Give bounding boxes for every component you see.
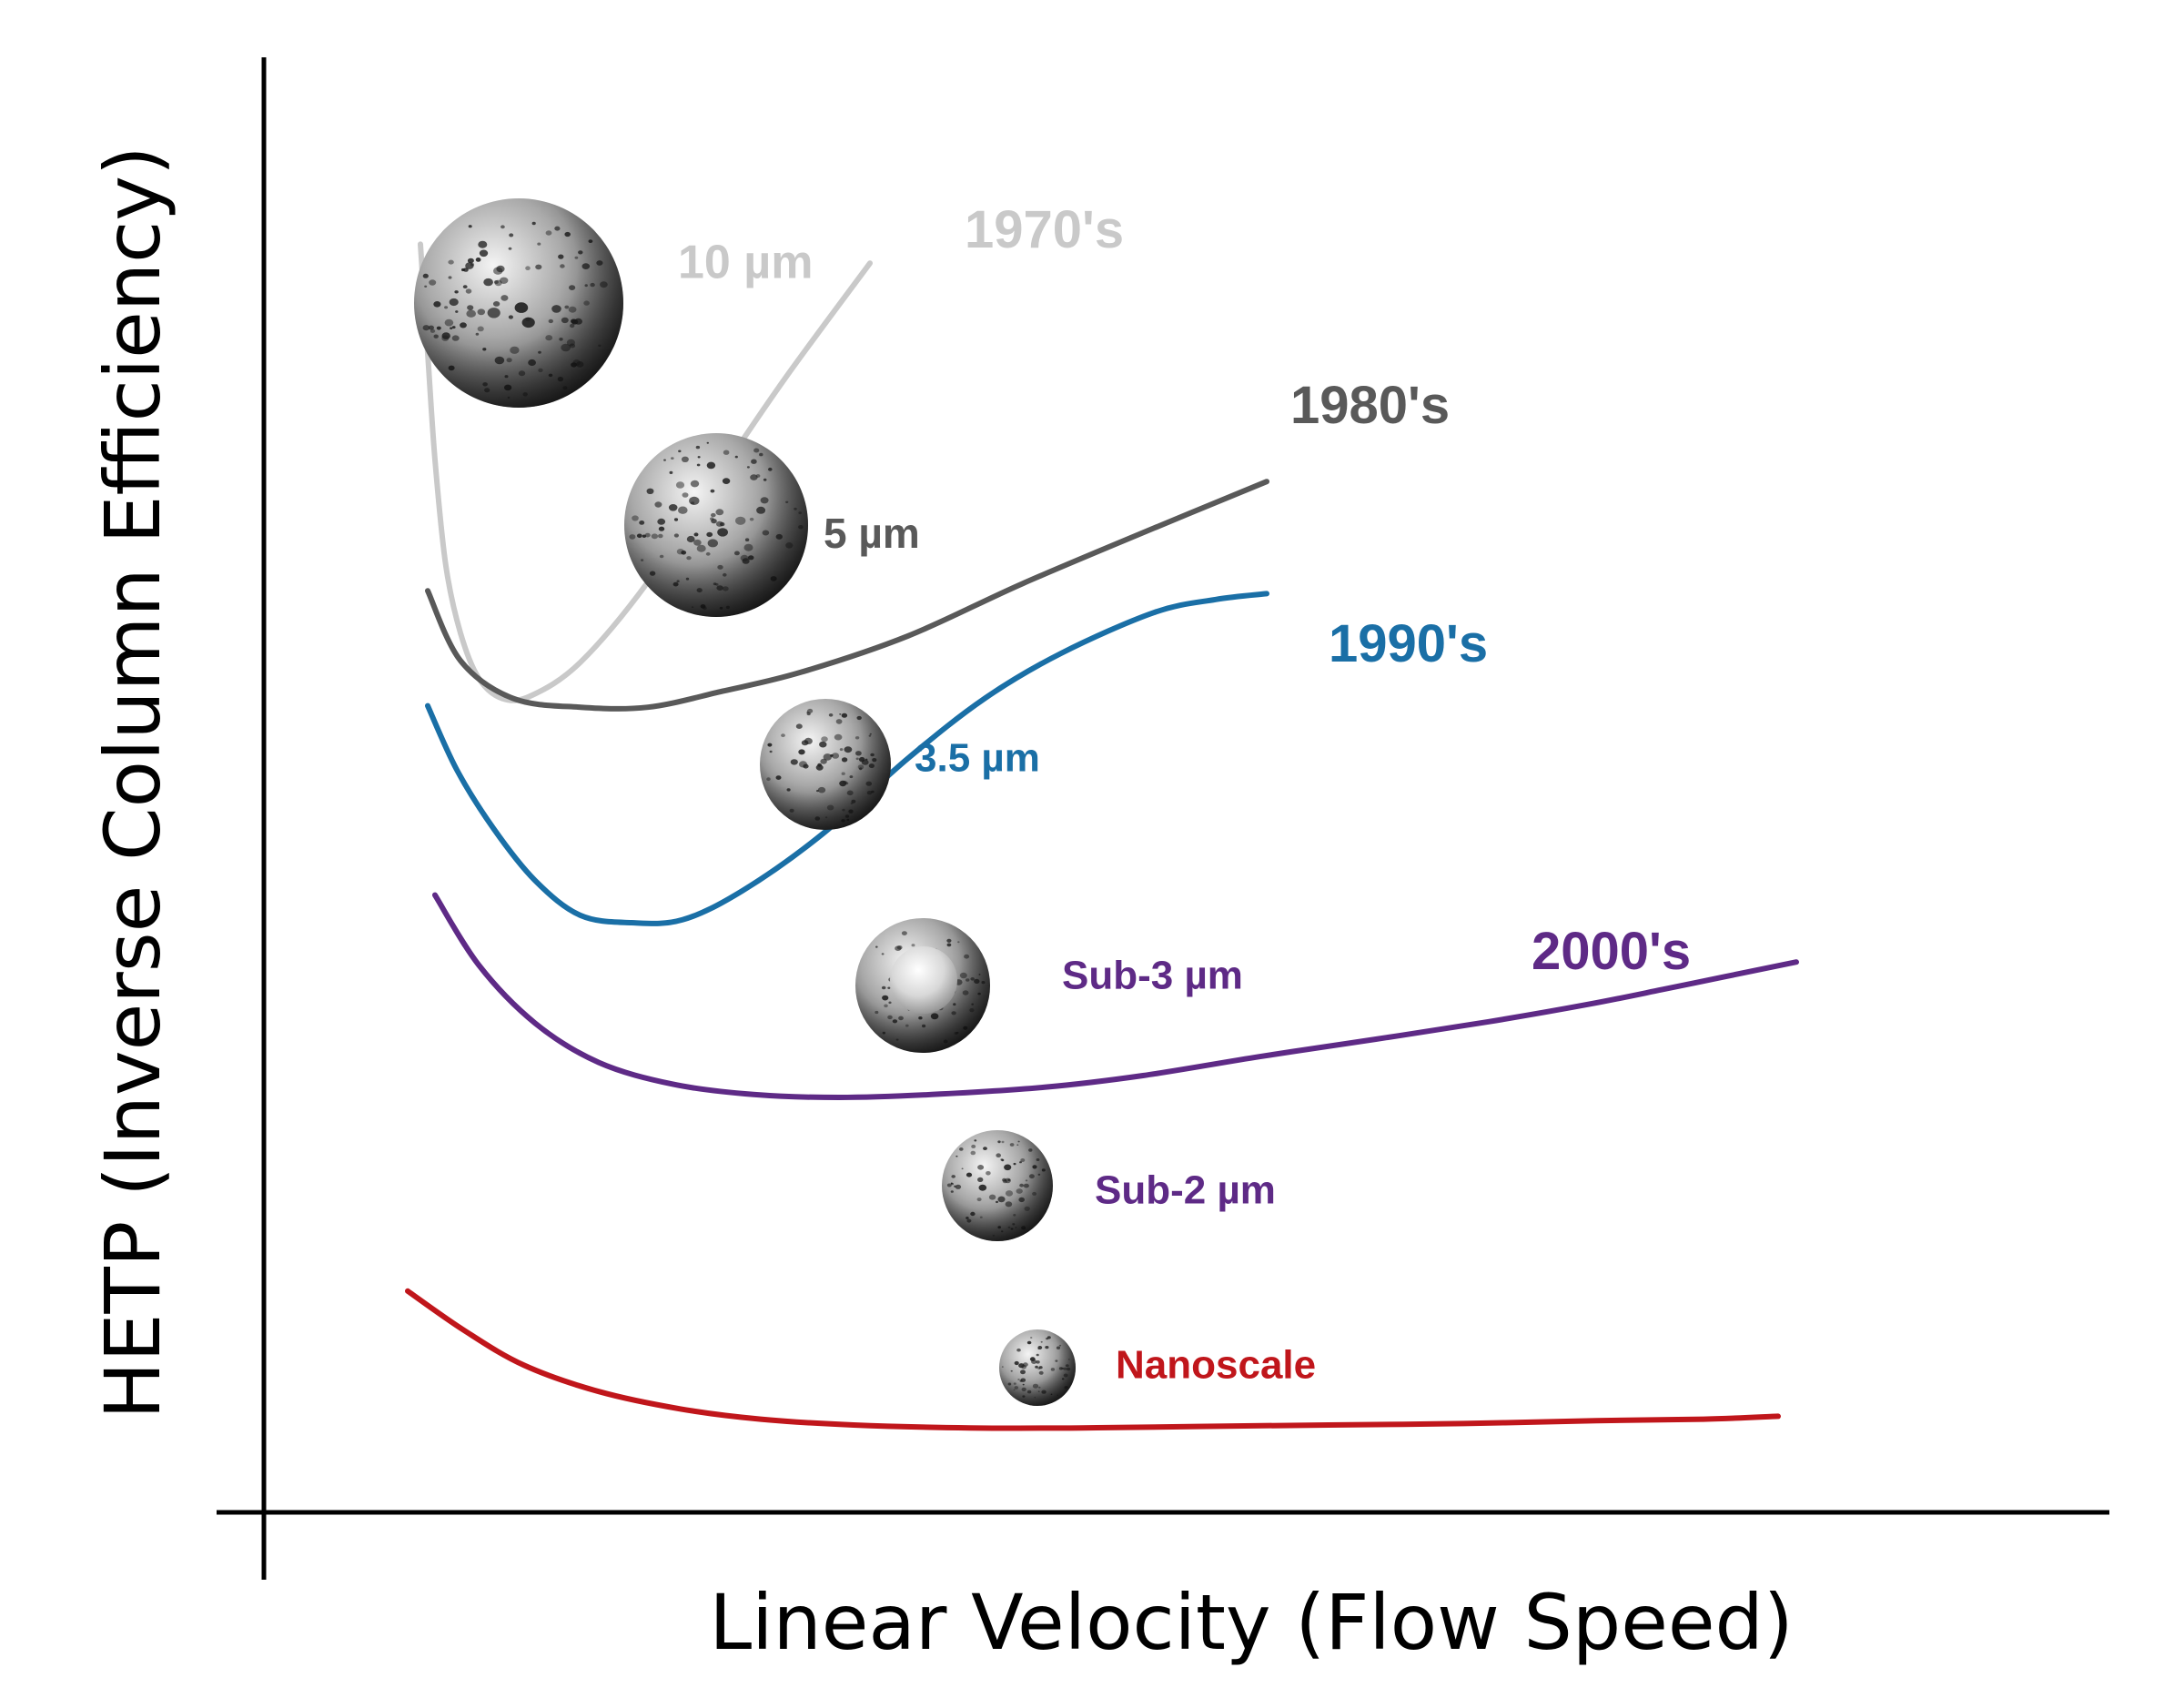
curves-layer xyxy=(405,241,1799,1431)
size-label-series-4: Sub-2 µm xyxy=(1095,1168,1276,1213)
size-label-series-3: Sub-3 µm xyxy=(1062,954,1243,998)
size-label-series-5: Nanoscale xyxy=(1116,1343,1316,1388)
labels-layer: 10 µm 1970's 5 µm 1980's 3.5 µm 1990's Sub-3 µ… xyxy=(678,200,1691,1388)
particle-series-3 xyxy=(855,918,990,1053)
particle-series-2 xyxy=(760,699,891,830)
particle-series-1 xyxy=(624,433,808,617)
curve-series-2 xyxy=(425,591,1269,926)
curve-series-1 xyxy=(425,479,1269,712)
series-label-series-2: 1990's xyxy=(1329,614,1488,673)
particle-series-0 xyxy=(414,198,623,408)
curve-series-5 xyxy=(405,1288,1781,1431)
size-label-series-2: 3.5 µm xyxy=(915,736,1040,781)
series-label-series-3: 2000's xyxy=(1532,922,1691,981)
y-axis-title: HETP (Inverse Column Efficiency) xyxy=(88,146,177,1420)
x-axis-title: Linear Velocity (Flow Speed) xyxy=(709,1578,1793,1667)
size-label-series-1: 5 µm xyxy=(824,510,920,557)
particle-series-5 xyxy=(999,1329,1076,1406)
particles-layer xyxy=(414,198,1076,1406)
series-label-series-0: 1970's xyxy=(965,200,1124,259)
curve-series-3 xyxy=(432,892,1799,1101)
series-label-series-1: 1980's xyxy=(1290,376,1450,435)
size-label-series-0: 10 µm xyxy=(678,237,813,289)
particle-series-4 xyxy=(942,1130,1053,1241)
